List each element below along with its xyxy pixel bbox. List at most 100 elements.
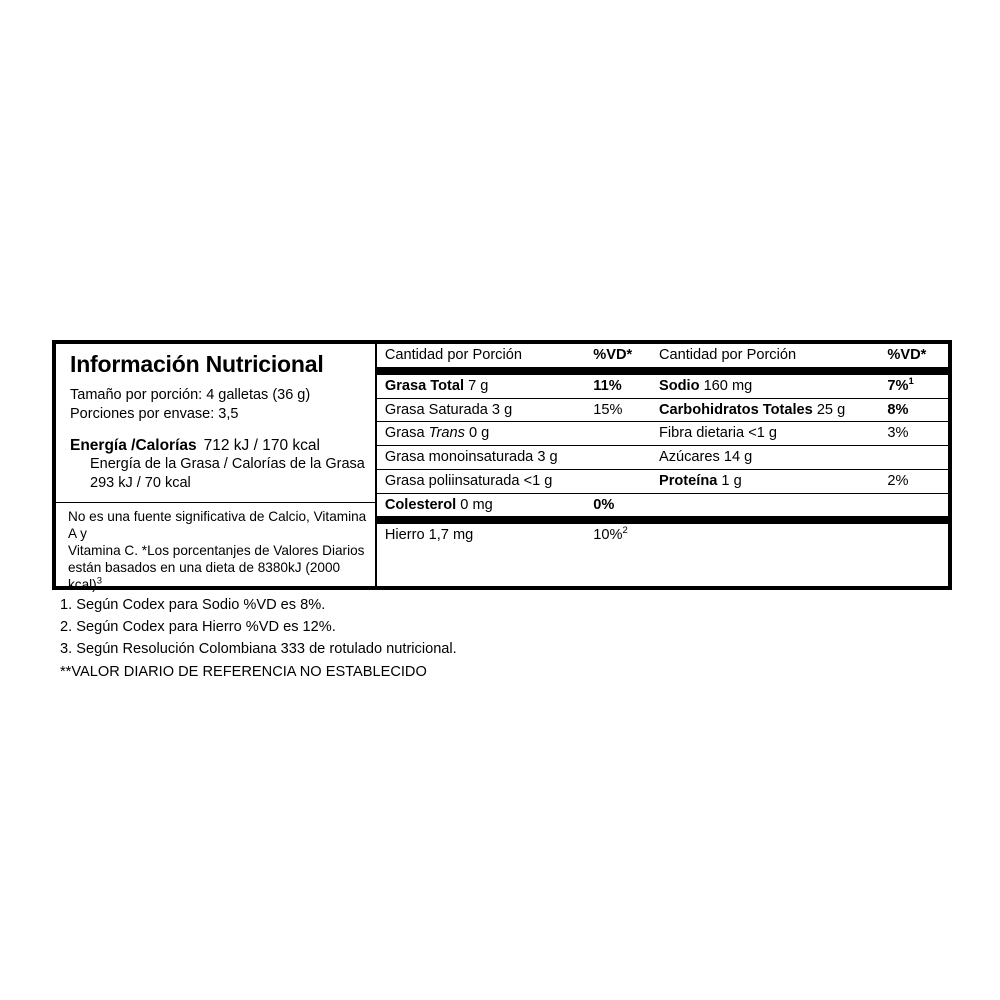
fat-energy-label: Energía de la Grasa / Calorías de la Gra… (90, 455, 365, 472)
page-title: Información Nutricional (70, 351, 324, 377)
serving-size-text: Tamaño por porción: 4 galletas (36 g) (70, 387, 311, 404)
daily-value-text: 0% (593, 496, 615, 513)
nutrient-label-italic: Trans (428, 425, 465, 442)
row-separator-cell (879, 421, 948, 423)
row-separator-cell (585, 445, 651, 447)
nutrient-label: Sodio (658, 377, 700, 394)
thick-divider-bar (376, 516, 948, 525)
nutrient-value: 25 g (812, 401, 846, 418)
nutrient-value: 0 mg (456, 496, 493, 513)
row-separator (376, 445, 948, 447)
daily-value-text: 8% (887, 401, 909, 418)
row-separator-cell (879, 469, 948, 470)
daily-value-cell (879, 446, 948, 469)
nutrient-name-cell: Proteína 1 g (651, 470, 879, 493)
footnote-line: **VALOR DIARIO DE REFERENCIA NO ESTABLEC… (60, 663, 427, 680)
row-separator-cell (585, 492, 651, 494)
daily-value-cell (585, 470, 651, 493)
daily-value-footnote-marker: 1 (908, 375, 914, 387)
row-separator-cell (585, 397, 651, 399)
nutrient-label: Colesterol (384, 496, 457, 513)
row-separator-cell (585, 421, 651, 423)
thick-divider-cell (376, 366, 948, 375)
daily-value-text: 10% (593, 527, 623, 544)
nutrient-name-cell: Grasa Total 7 g (377, 375, 585, 398)
col-header-dv-left: %VD* (593, 347, 633, 363)
fat-energy-value: 293 kJ / 70 kcal (90, 474, 191, 491)
nutrient-label: Grasa Saturada (384, 401, 488, 418)
table-header-row: Cantidad por Porción %VD* Cantidad por Por… (377, 344, 948, 367)
row-separator-cell (376, 445, 586, 447)
col-header-amount-left: Cantidad por Porción (384, 347, 522, 363)
table-row: Grasa poliinsaturada <1 g Proteína 1 g 2% (377, 470, 948, 493)
table-row: Grasa monoinsaturada 3 g Azúcares 14 g (377, 446, 948, 469)
thick-divider-cell (376, 516, 948, 525)
nutrient-table-column: Cantidad por Porción %VD* Cantidad por Por… (376, 344, 948, 586)
disclaimer-line-1: No es una fuente significativa de Calcio… (68, 508, 367, 541)
nutrient-name-cell: Grasa monoinsaturada 3 g (377, 446, 585, 469)
empty-cell (879, 524, 948, 547)
col-header-dv-right: %VD* (887, 347, 927, 363)
row-separator-cell (376, 421, 586, 423)
col-header-amount-right: Cantidad por Porción (658, 347, 797, 363)
disclaimer-line-3: están basados en una dieta de 8380kJ (20… (68, 559, 341, 593)
nutrient-value: 1,7 mg (424, 527, 474, 544)
daily-value-cell: 10%2 (585, 524, 651, 547)
nutrient-value: 7 g (464, 377, 489, 394)
daily-value-cell: 0% (585, 494, 651, 517)
nutrient-value: 14 g (719, 449, 753, 466)
row-separator-cell (376, 469, 586, 470)
nutrition-facts-panel: Información Nutricional Tamaño por porci… (52, 340, 952, 592)
nutrient-label: Carbohidratos Totales (658, 401, 813, 418)
nutrient-label: Grasa (384, 425, 429, 442)
footnote-line: 2. Según Codex para Hierro %VD es 12%. (60, 619, 336, 636)
energy-value: 712 kJ / 170 kcal (203, 436, 320, 454)
table-row: Grasa Saturada 3 g 15% Carbohidratos Total… (377, 399, 948, 422)
row-separator-cell (376, 492, 586, 494)
nutrient-name-cell: Grasa Trans 0 g (377, 422, 585, 445)
nutrient-name-cell: Grasa poliinsaturada <1 g (377, 470, 585, 493)
servings-per-container-text: Porciones por envase: 3,5 (70, 406, 239, 423)
daily-value-cell: 2% (879, 470, 948, 493)
disclaimer-line-2: Vitamina C. *Los porcentanjes de Valores… (68, 542, 365, 558)
daily-value-footnote-marker: 2 (622, 525, 628, 537)
nutrient-label: Grasa monoinsaturada (384, 449, 534, 466)
nutrient-name-cell: Fibra dietaria <1 g (651, 422, 879, 445)
disclaimer-footnote-marker: 3 (96, 575, 102, 587)
row-separator-cell (650, 469, 880, 470)
row-separator-cell (650, 492, 880, 494)
daily-value-cell: 8% (879, 399, 948, 422)
daily-value-cell (879, 494, 948, 517)
disclaimer-section: No es una fuente significativa de Calcio… (56, 501, 375, 598)
row-separator (376, 469, 948, 470)
nutrient-label: Fibra dietaria (658, 425, 745, 442)
daily-value-text: 11% (593, 377, 622, 394)
nutrient-name-cell (651, 494, 879, 517)
table-row: Grasa Total 7 g 11% Sodio 160 mg 7%1 (377, 375, 948, 398)
row-separator-cell (879, 445, 948, 447)
row-separator-cell (879, 397, 948, 399)
daily-value-cell: 7%1 (879, 375, 948, 398)
row-separator-cell (376, 397, 586, 399)
nutrient-label: Proteína (658, 472, 718, 489)
nutrient-name-cell: Hierro 1,7 mg (377, 524, 585, 547)
nutrient-table: Cantidad por Porción %VD* Cantidad por Por… (376, 344, 948, 547)
nutrient-value: 3 g (487, 401, 513, 418)
daily-value-text: 15% (593, 401, 623, 418)
nutrient-label: Grasa poliinsaturada (384, 472, 520, 489)
energy-label: Energía /Calorías (70, 436, 197, 454)
nutrient-value: <1 g (519, 472, 553, 489)
daily-value-cell (585, 422, 651, 445)
nutrient-name-cell: Azúcares 14 g (651, 446, 879, 469)
daily-value-cell: 3% (879, 422, 948, 445)
nutrient-label: Hierro (384, 527, 425, 544)
daily-value-text: 2% (887, 472, 909, 489)
empty-cell (651, 524, 879, 547)
nutrient-label: Grasa Total (384, 377, 465, 394)
row-separator-cell (879, 492, 948, 494)
row-separator (376, 492, 948, 494)
nutrient-value: 0 g (468, 425, 490, 442)
table-row: Colesterol 0 mg 0% (377, 494, 948, 517)
nutrient-value: 3 g (533, 449, 558, 466)
row-separator-cell (650, 445, 880, 447)
